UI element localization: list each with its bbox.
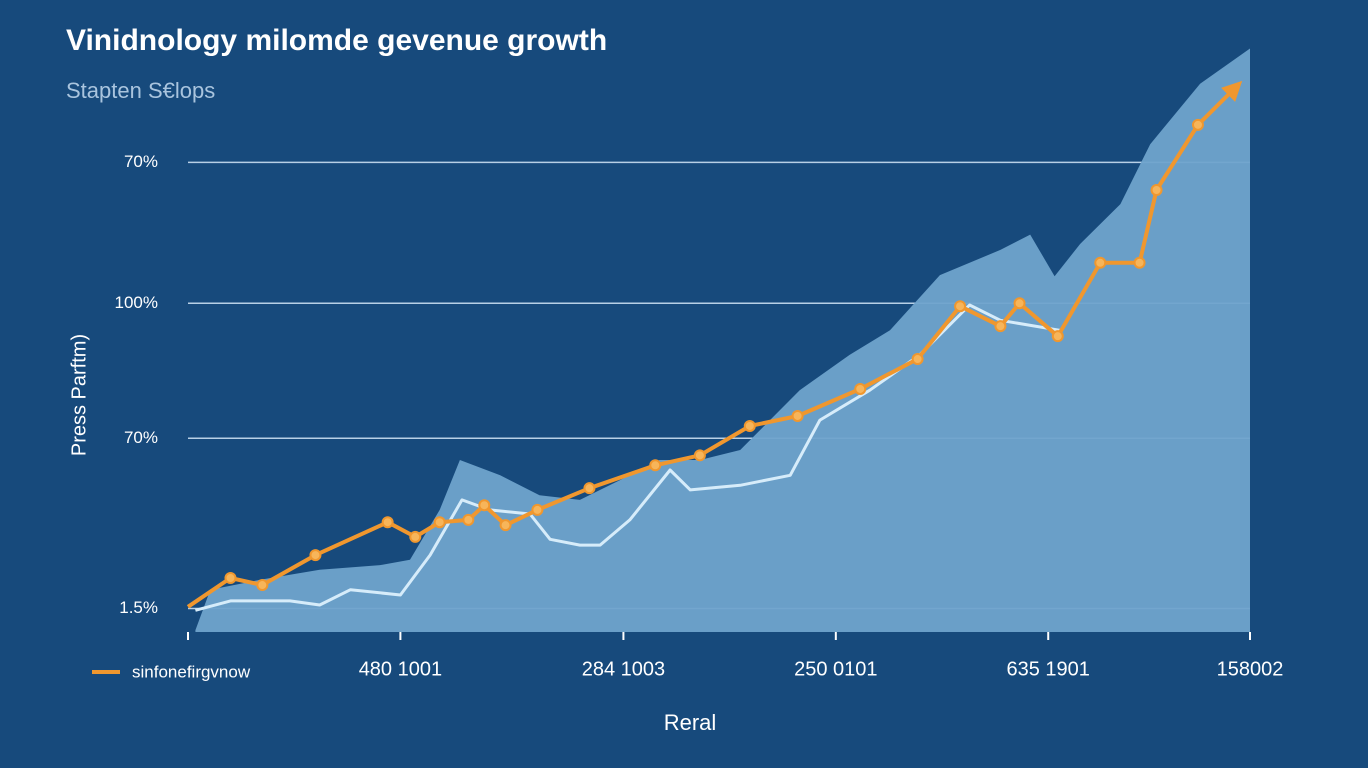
point-marker	[954, 300, 967, 313]
point-marker	[583, 482, 596, 495]
area	[195, 48, 1250, 632]
point-marker	[381, 516, 394, 529]
x-tick-label: 480 1001	[359, 658, 442, 680]
point-marker	[1094, 256, 1107, 269]
point-marker	[1133, 256, 1146, 269]
point-marker	[256, 579, 269, 592]
point-marker	[224, 571, 237, 584]
x-tick-label: 284 1003	[582, 658, 665, 680]
y-tick-label: 1.5%	[119, 598, 158, 617]
point-marker	[994, 320, 1007, 333]
plot	[186, 48, 1250, 632]
point-marker	[433, 516, 446, 529]
y-axis-label: Press Parftm)	[68, 334, 90, 456]
point-marker	[478, 499, 491, 512]
point-marker	[462, 513, 475, 526]
point-marker	[1191, 118, 1204, 131]
point-marker	[1013, 297, 1026, 310]
point-marker	[854, 382, 867, 395]
point-marker	[743, 419, 756, 432]
y-tick-label: 70%	[124, 428, 158, 447]
point-marker	[1150, 183, 1163, 196]
point-marker	[911, 353, 924, 366]
point-marker	[649, 459, 662, 472]
x-axis-label: Reral	[664, 710, 717, 735]
legend-label: sinfonefirgvnow	[132, 662, 251, 681]
point-marker	[1051, 330, 1064, 343]
point-marker	[409, 530, 422, 543]
point-marker	[499, 519, 512, 532]
point-marker	[531, 503, 544, 516]
y-tick-label: 100%	[115, 293, 158, 312]
x-tick-label: 158002	[1217, 658, 1284, 680]
point-marker	[693, 449, 706, 462]
x-tick-label: 635 1901	[1007, 658, 1090, 680]
chart-subtitle: Stapten S€lops	[66, 78, 215, 103]
x-tick-label: 250 0101	[794, 658, 877, 680]
y-tick-label: 70%	[124, 152, 158, 171]
line	[195, 303, 1061, 612]
point-marker	[791, 409, 804, 422]
point-marker	[309, 549, 322, 562]
chart-title: Vinidnology milomde gevenue growth	[66, 24, 607, 57]
